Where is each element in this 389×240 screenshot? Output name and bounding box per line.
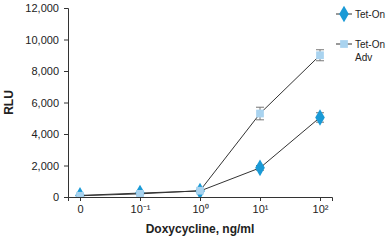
plot-area	[75, 50, 325, 197]
y-tick-mark	[64, 40, 68, 41]
x-tick-label: 10⁻¹	[131, 203, 151, 215]
y-tick-mark	[64, 197, 68, 198]
y-tick-label: 12,000	[25, 2, 59, 14]
x-tick: 10⁰	[192, 197, 208, 215]
point	[256, 110, 264, 118]
x-tick-mark	[260, 197, 261, 201]
x-tick-mark	[80, 197, 81, 201]
y-tick: 0	[53, 191, 68, 203]
y-tick-mark	[64, 166, 68, 167]
y-tick-mark	[64, 8, 68, 9]
y-tick-mark	[64, 71, 68, 72]
x-axis: 0 10⁻¹ 10⁰ 10¹ 10²	[69, 197, 333, 215]
x-tick: 10⁻¹	[131, 197, 151, 215]
point	[316, 51, 324, 59]
point	[75, 187, 85, 197]
series	[75, 109, 325, 197]
y-tick: 2,000	[31, 160, 68, 172]
x-tick-label: 0	[77, 203, 83, 215]
legend-marker	[339, 6, 349, 23]
y-axis: 0 2,000 4,000 6,000 8,000 10,000 12,000	[25, 2, 68, 203]
x-tick-mark	[200, 197, 201, 201]
x-tick-label: 10²	[313, 203, 329, 215]
y-axis-line	[64, 9, 69, 198]
error-bar-low-cap	[256, 119, 264, 120]
x-tick: 10²	[313, 197, 329, 215]
x-axis-line	[69, 198, 333, 202]
legend-label: Tet-OnAdv	[355, 39, 385, 63]
legend-item: Tet-OnAdv	[336, 39, 385, 63]
legend-label: Tet-On	[355, 9, 385, 20]
legend-item: Tet-On	[336, 6, 385, 23]
y-tick: 6,000	[31, 97, 68, 109]
y-tick: 10,000	[25, 34, 68, 46]
x-tick-mark	[320, 197, 321, 201]
error-bar	[316, 50, 324, 61]
point	[196, 187, 204, 195]
point	[255, 160, 265, 177]
legend-marker	[340, 40, 348, 48]
y-tick: 8,000	[31, 65, 68, 77]
chart: 0 2,000 4,000 6,000 8,000 10,000 12,000 0 10⁻¹ 10…	[0, 0, 389, 240]
x-tick-mark	[140, 197, 141, 201]
point	[135, 185, 145, 197]
series	[76, 50, 324, 197]
x-tick-label: 10¹	[253, 203, 269, 215]
y-tick-label: 6,000	[31, 97, 59, 109]
legend: Tet-On Tet-OnAdv	[336, 6, 385, 63]
y-tick-label: 4,000	[31, 128, 59, 140]
point	[76, 192, 84, 197]
error-bar-high-cap	[256, 107, 264, 108]
y-tick-mark	[64, 103, 68, 104]
y-tick-label: 8,000	[31, 65, 59, 77]
error-bar-low-cap	[316, 60, 324, 61]
error-bar-high-cap	[316, 49, 324, 50]
y-tick: 4,000	[31, 128, 68, 140]
y-tick-mark	[64, 134, 68, 135]
x-axis-title: Doxycycline, ng/ml	[146, 222, 255, 236]
x-tick: 10¹	[253, 197, 269, 215]
y-tick-label: 2,000	[31, 160, 59, 172]
y-tick: 12,000	[25, 2, 68, 14]
x-tick-label: 10⁰	[192, 203, 208, 215]
point	[315, 109, 325, 126]
point	[195, 183, 205, 197]
point	[136, 190, 144, 197]
y-axis-title: RLU	[2, 90, 16, 115]
series-line	[80, 55, 320, 195]
y-tick-label: 10,000	[25, 34, 59, 46]
y-tick-label: 0	[53, 191, 59, 203]
x-tick: 0	[77, 197, 83, 215]
error-bar	[256, 107, 264, 120]
